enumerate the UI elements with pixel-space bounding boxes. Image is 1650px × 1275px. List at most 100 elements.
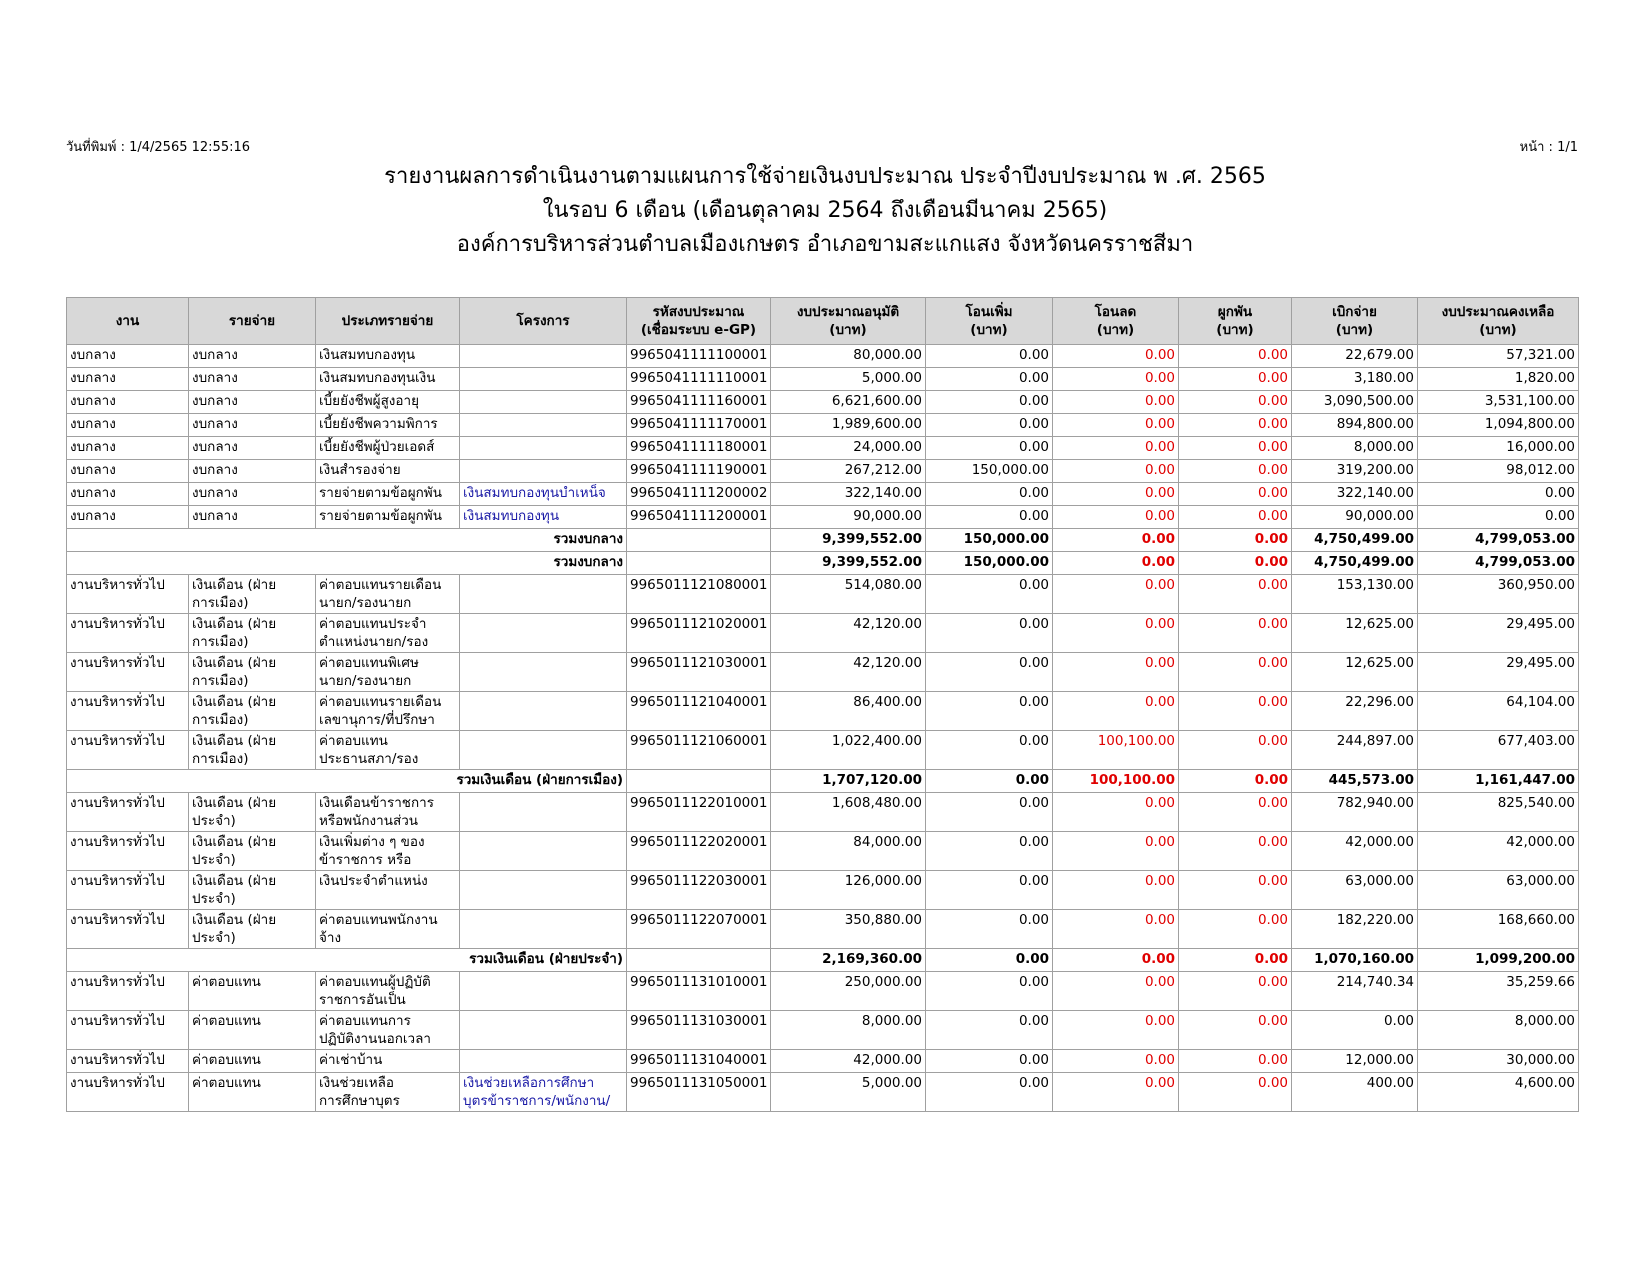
cell: เงินประจำตำแหน่ง	[315, 870, 460, 910]
cell: 0.00	[1178, 792, 1292, 832]
cell: ค่าตอบแทนรายเดือน เลขานุการ/ที่ปรึกษา	[315, 691, 460, 731]
cell: 244,897.00	[1291, 730, 1418, 770]
cell: 1,989,600.00	[770, 413, 926, 437]
cell: 319,200.00	[1291, 459, 1418, 483]
cell: 5,000.00	[770, 1072, 926, 1112]
cell: 0.00	[925, 1049, 1053, 1073]
cell: 12,625.00	[1291, 613, 1418, 653]
subtotal-value: 0.00	[1052, 551, 1179, 575]
subtotal-label: รวมงบกลาง	[66, 528, 627, 552]
cell: 84,000.00	[770, 831, 926, 871]
subtotal-value: 4,750,499.00	[1291, 528, 1418, 552]
cell: 0.00	[1178, 1010, 1292, 1050]
cell: 0.00	[1052, 574, 1179, 614]
cell: งบกลาง	[188, 413, 316, 437]
subtotal-value: 0.00	[925, 769, 1053, 793]
cell: 0.00	[925, 344, 1053, 368]
column-header: ประเภทรายจ่าย	[315, 297, 460, 345]
column-header: งบประมาณคงเหลือ (บาท)	[1417, 297, 1579, 345]
cell: 0.00	[1052, 652, 1179, 692]
cell: 9965011122020001	[626, 831, 771, 871]
cell: 1,022,400.00	[770, 730, 926, 770]
cell: 0.00	[925, 909, 1053, 949]
empty-cell	[459, 691, 627, 731]
subtotal-value: 1,161,447.00	[1417, 769, 1579, 793]
title-line: ในรอบ 6 เดือน (เดือนตุลาคม 2564 ถึงเดือน…	[542, 198, 1108, 223]
cell: 57,321.00	[1417, 344, 1579, 368]
cell: 0.00	[1178, 730, 1292, 770]
cell: 9965011122030001	[626, 870, 771, 910]
cell: งานบริหารทั่วไป	[66, 831, 189, 871]
cell: 0.00	[1052, 344, 1179, 368]
column-header: งบประมาณอนุมัติ (บาท)	[770, 297, 926, 345]
cell: เงินเพิ่มต่าง ๆ ของ ข้าราชการ หรือ	[315, 831, 460, 871]
empty-cell	[626, 551, 771, 575]
cell: งบกลาง	[66, 390, 189, 414]
cell: 0.00	[1052, 1010, 1179, 1050]
data-row: งบกลาง งบกลาง รายจ่ายตามข้อผูกพัน เงินสมทบก…	[66, 482, 1579, 506]
cell: 400.00	[1291, 1072, 1418, 1112]
subtotal-row: รวมงบกลาง 9,399,552.00 150,000.00 0.00 0.00 4…	[66, 528, 1579, 552]
cell: 0.00	[925, 1010, 1053, 1050]
cell: 0.00	[925, 482, 1053, 506]
cell: 0.00	[1052, 390, 1179, 414]
cell: ค่าเช่าบ้าน	[315, 1049, 460, 1073]
cell: เงินสมทบกองทุนเงิน	[315, 367, 460, 391]
subtotal-value: 1,070,160.00	[1291, 948, 1418, 972]
cell: 9965041111200002	[626, 482, 771, 506]
cell: 677,403.00	[1417, 730, 1579, 770]
cell: 0.00	[925, 792, 1053, 832]
cell: 9965011122070001	[626, 909, 771, 949]
cell: 0.00	[1052, 870, 1179, 910]
cell: 0.00	[1052, 505, 1179, 529]
cell: 0.00	[1052, 1072, 1179, 1112]
cell: 86,400.00	[770, 691, 926, 731]
cell: 0.00	[925, 613, 1053, 653]
cell: 3,090,500.00	[1291, 390, 1418, 414]
subtotal-value: 0.00	[1178, 528, 1292, 552]
cell: รายจ่ายตามข้อผูกพัน	[315, 482, 460, 506]
cell: 0.00	[1052, 1049, 1179, 1073]
cell: 29,495.00	[1417, 613, 1579, 653]
cell: งบกลาง	[66, 436, 189, 460]
cell: งบกลาง	[188, 436, 316, 460]
cell: 0.00	[1178, 344, 1292, 368]
cell: เบี้ยยังชีพผู้ป่วยเอดส์	[315, 436, 460, 460]
cell: 126,000.00	[770, 870, 926, 910]
cell: 24,000.00	[770, 436, 926, 460]
cell: 0.00	[1178, 505, 1292, 529]
empty-cell	[459, 971, 627, 1011]
cell: 9965041111200001	[626, 505, 771, 529]
empty-cell	[459, 390, 627, 414]
cell: งานบริหารทั่วไป	[66, 691, 189, 731]
empty-cell	[459, 436, 627, 460]
cell: 0.00	[1178, 482, 1292, 506]
cell: งบกลาง	[66, 459, 189, 483]
cell: ค่าตอบแทนการ ปฏิบัติงานนอกเวลา	[315, 1010, 460, 1050]
cell: 9965041111110001	[626, 367, 771, 391]
cell: 782,940.00	[1291, 792, 1418, 832]
cell: 5,000.00	[770, 367, 926, 391]
cell: 0.00	[1178, 413, 1292, 437]
cell: 0.00	[925, 390, 1053, 414]
subtotal-value: 2,169,360.00	[770, 948, 926, 972]
subtotal-value: 4,750,499.00	[1291, 551, 1418, 575]
cell: 9965041111160001	[626, 390, 771, 414]
cell: 12,625.00	[1291, 652, 1418, 692]
cell: 514,080.00	[770, 574, 926, 614]
cell: 150,000.00	[925, 459, 1053, 483]
cell: 3,180.00	[1291, 367, 1418, 391]
cell: งานบริหารทั่วไป	[66, 1010, 189, 1050]
empty-cell	[459, 792, 627, 832]
cell: เงินเดือน (ฝ่าย การเมือง)	[188, 613, 316, 653]
page-number: หน้า : 1/1	[1519, 140, 1578, 155]
cell: งบกลาง	[188, 482, 316, 506]
cell: งานบริหารทั่วไป	[66, 652, 189, 692]
data-row: งานบริหารทั่วไป เงินเดือน (ฝ่าย ประจำ) เงิ…	[66, 870, 1579, 910]
cell: 9965011131030001	[626, 1010, 771, 1050]
cell: 0.00	[925, 505, 1053, 529]
subtotal-label: รวมเงินเดือน (ฝ่ายการเมือง)	[66, 769, 627, 793]
subtotal-value: 150,000.00	[925, 528, 1053, 552]
data-row: งบกลาง งบกลาง เบี้ยยังชีพผู้สูงอายุ 9965041…	[66, 390, 1579, 414]
data-row: งานบริหารทั่วไป เงินเดือน (ฝ่าย การเมือง)…	[66, 613, 1579, 653]
